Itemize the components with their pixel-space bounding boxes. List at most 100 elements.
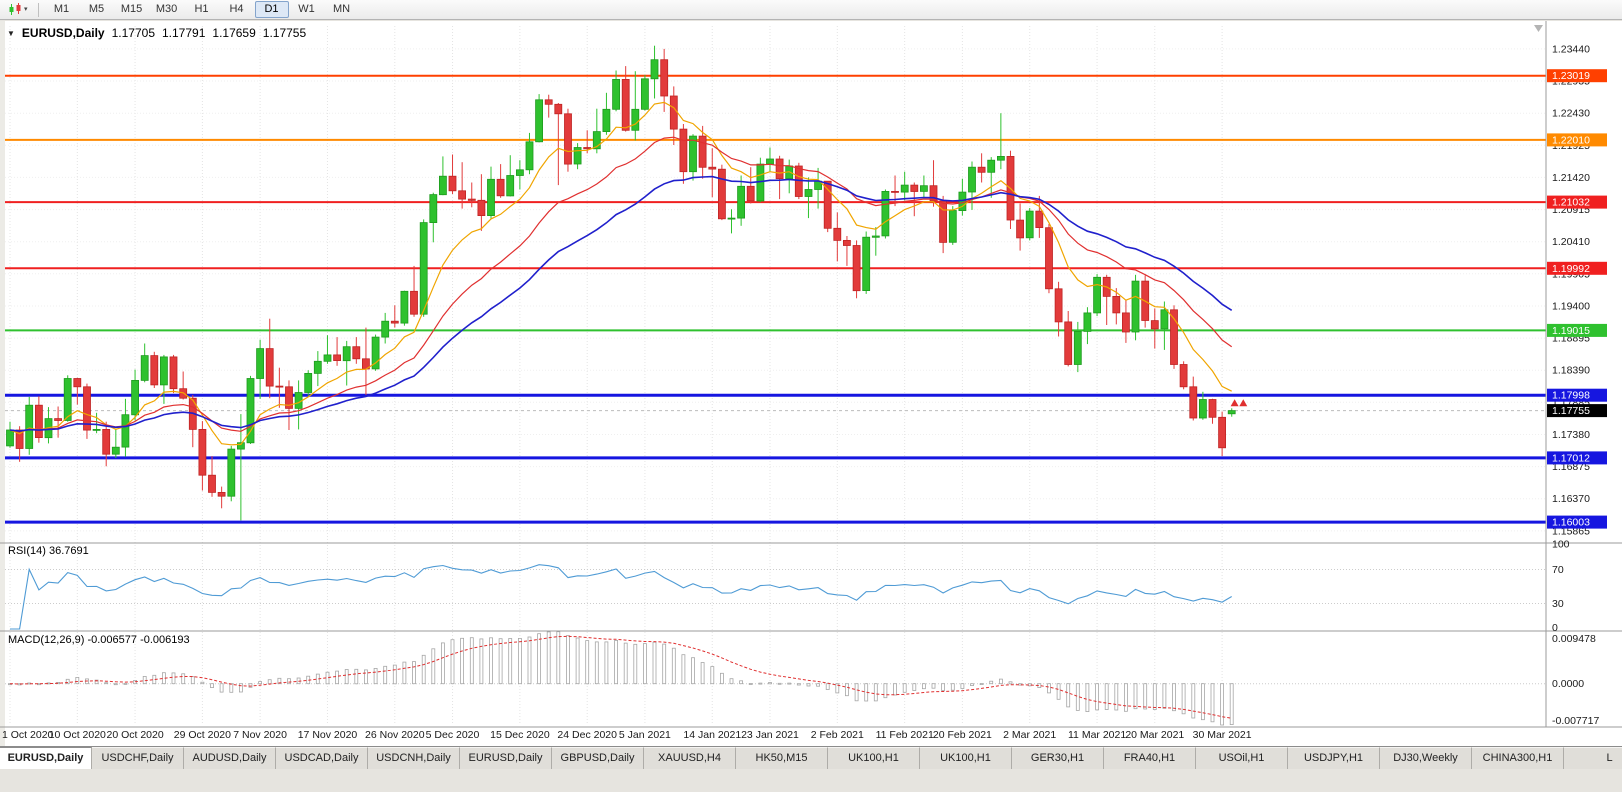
svg-text:1.17755: 1.17755 <box>1552 405 1590 417</box>
horizontal-lines-layer <box>5 74 1546 524</box>
svg-text:0.009478: 0.009478 <box>1552 633 1596 645</box>
chart-shift-marker[interactable] <box>1534 25 1543 32</box>
svg-text:1.19992: 1.19992 <box>1552 263 1590 275</box>
timeframe-button-H1[interactable]: H1 <box>194 3 209 15</box>
chart-tab-GBPUSD-Daily[interactable]: GBPUSD,Daily <box>552 747 644 769</box>
svg-text:1.23019: 1.23019 <box>1552 70 1590 82</box>
rsi-line <box>10 564 1232 630</box>
timeframe-button-D1[interactable]: D1 <box>254 1 289 18</box>
timeframe-button-M5[interactable]: M5 <box>88 3 105 15</box>
window-caret-icon[interactable]: ▼ <box>7 28 15 38</box>
timeframe-button-H4[interactable]: H4 <box>229 3 244 15</box>
price-tag <box>1547 451 1607 465</box>
price-tag <box>1547 69 1607 83</box>
ohlc-low: 1.17659 <box>212 26 256 40</box>
chart-symbol-menu-button[interactable]: ▾ <box>4 1 32 18</box>
svg-text:1.21032: 1.21032 <box>1552 197 1590 209</box>
svg-text:1.21420: 1.21420 <box>1552 172 1590 184</box>
chart-background <box>0 21 1622 746</box>
chart-tab-EURUSD-Daily[interactable]: EURUSD,Daily <box>0 747 92 769</box>
candlestick-chart-icon <box>9 3 21 15</box>
chart-tab-CHINA300-H1[interactable]: CHINA300,H1 <box>1472 747 1564 769</box>
chart-tab-AUDUSD-Daily[interactable]: AUDUSD,Daily <box>184 747 276 769</box>
svg-text:5 Dec 2020: 5 Dec 2020 <box>426 729 480 741</box>
svg-text:26 Nov 2020: 26 Nov 2020 <box>365 729 425 741</box>
macd-indicator-label: MACD(12,26,9) -0.006577 -0.006193 <box>8 634 190 646</box>
svg-text:23 Jan 2021: 23 Jan 2021 <box>741 729 799 741</box>
price-tag <box>1547 515 1607 529</box>
ma-line-34 <box>9 175 1233 432</box>
chart-tab-USDCHF-Daily[interactable]: USDCHF,Daily <box>92 747 184 769</box>
svg-text:1.22010: 1.22010 <box>1552 134 1590 146</box>
svg-text:10 Oct 2020: 10 Oct 2020 <box>49 729 106 741</box>
svg-text:30: 30 <box>1552 598 1564 610</box>
svg-text:2 Mar 2021: 2 Mar 2021 <box>1003 729 1056 741</box>
svg-text:14 Jan 2021: 14 Jan 2021 <box>683 729 741 741</box>
svg-text:20 Feb 2021: 20 Feb 2021 <box>933 729 992 741</box>
timeframe-button-M1[interactable]: M1 <box>53 3 70 15</box>
alert-arrow-icon <box>1239 399 1248 407</box>
svg-text:-0.007717: -0.007717 <box>1552 715 1599 727</box>
svg-text:1.16003: 1.16003 <box>1552 517 1590 529</box>
chart-area: 1.234401.229351.224301.219251.214201.209… <box>0 21 1622 746</box>
chart-tab-L[interactable]: L <box>1564 747 1622 769</box>
svg-text:5 Jan 2021: 5 Jan 2021 <box>619 729 671 741</box>
svg-text:11 Mar 2021: 11 Mar 2021 <box>1068 729 1126 741</box>
chart-tab-HK50-M15[interactable]: HK50,M15 <box>736 747 828 769</box>
chart-tabbar: EURUSD,Daily USDCHF,Daily AUDUSD,Daily USDC… <box>0 746 1622 769</box>
svg-text:0.0000: 0.0000 <box>1552 678 1584 690</box>
toolbar-separator <box>37 2 39 17</box>
svg-text:1.17998: 1.17998 <box>1552 390 1590 402</box>
timeframe-button-MN[interactable]: MN <box>332 3 351 15</box>
price-axis[interactable]: 1.234401.229351.224301.219251.214201.209… <box>1547 43 1607 727</box>
chart-tab-USDCNH-Daily[interactable]: USDCNH,Daily <box>368 747 460 769</box>
svg-text:29 Oct 2020: 29 Oct 2020 <box>174 729 231 741</box>
price-tag <box>1547 261 1607 275</box>
svg-text:1.23440: 1.23440 <box>1552 43 1590 55</box>
svg-text:1 Oct 2020: 1 Oct 2020 <box>2 729 54 741</box>
chevron-down-icon: ▾ <box>24 6 28 13</box>
svg-text:1.17012: 1.17012 <box>1552 452 1590 464</box>
svg-text:20 Oct 2020: 20 Oct 2020 <box>106 729 163 741</box>
svg-text:1.16370: 1.16370 <box>1552 493 1590 505</box>
timeframe-button-M30[interactable]: M30 <box>155 3 178 15</box>
chart-tab-EURUSD-Daily[interactable]: EURUSD,Daily <box>460 747 552 769</box>
ohlc-open: 1.17705 <box>111 26 155 40</box>
chart-symbol-period: EURUSD,Daily <box>21 26 105 40</box>
svg-text:1.18390: 1.18390 <box>1552 365 1590 377</box>
chart-tab-XAUUSD-H4[interactable]: XAUUSD,H4 <box>644 747 736 769</box>
price-tag <box>1547 195 1607 209</box>
timeframe-button-M15[interactable]: M15 <box>120 3 143 15</box>
svg-text:1.17380: 1.17380 <box>1552 429 1590 441</box>
svg-text:30 Mar 2021: 30 Mar 2021 <box>1193 729 1252 741</box>
rsi-indicator-label: RSI(14) 36.7691 <box>8 545 89 557</box>
chart-tab-USOil-H1[interactable]: USOil,H1 <box>1196 747 1288 769</box>
ohlc-high: 1.17791 <box>162 26 206 40</box>
svg-text:1.19015: 1.19015 <box>1552 325 1590 337</box>
svg-text:1.19400: 1.19400 <box>1552 301 1590 313</box>
svg-text:1.22430: 1.22430 <box>1552 108 1590 120</box>
price-tag <box>1547 133 1607 147</box>
chart-tab-UK100-H1[interactable]: UK100,H1 <box>828 747 920 769</box>
chart-tab-UK100-H1[interactable]: UK100,H1 <box>920 747 1012 769</box>
timeframe-toolbar: ▾ M1 M5 M15 M30 H1 H4 D1 W1 MN <box>0 0 1622 20</box>
svg-text:20 Mar 2021: 20 Mar 2021 <box>1125 729 1184 741</box>
grid-layer <box>5 26 1546 725</box>
svg-text:7 Nov 2020: 7 Nov 2020 <box>233 729 287 741</box>
svg-text:1.20410: 1.20410 <box>1552 236 1590 248</box>
chart-tab-DJ30-Weekly[interactable]: DJ30,Weekly <box>1380 747 1472 769</box>
chart-tab-FRA40-H1[interactable]: FRA40,H1 <box>1104 747 1196 769</box>
price-tag <box>1547 388 1607 402</box>
ma-line-9 <box>9 101 1232 446</box>
macd-histogram <box>8 631 1234 726</box>
price-chart-canvas[interactable]: 1.234401.229351.224301.219251.214201.209… <box>0 21 1622 746</box>
chart-tab-USDCAD-Daily[interactable]: USDCAD,Daily <box>276 747 368 769</box>
svg-text:70: 70 <box>1552 564 1564 576</box>
chart-tab-USDJPY-H1[interactable]: USDJPY,H1 <box>1288 747 1380 769</box>
chart-tab-GER30-H1[interactable]: GER30,H1 <box>1012 747 1104 769</box>
ohlc-close: 1.17755 <box>262 26 307 40</box>
timeframe-button-W1[interactable]: W1 <box>298 3 315 15</box>
svg-text:0: 0 <box>1552 622 1558 634</box>
